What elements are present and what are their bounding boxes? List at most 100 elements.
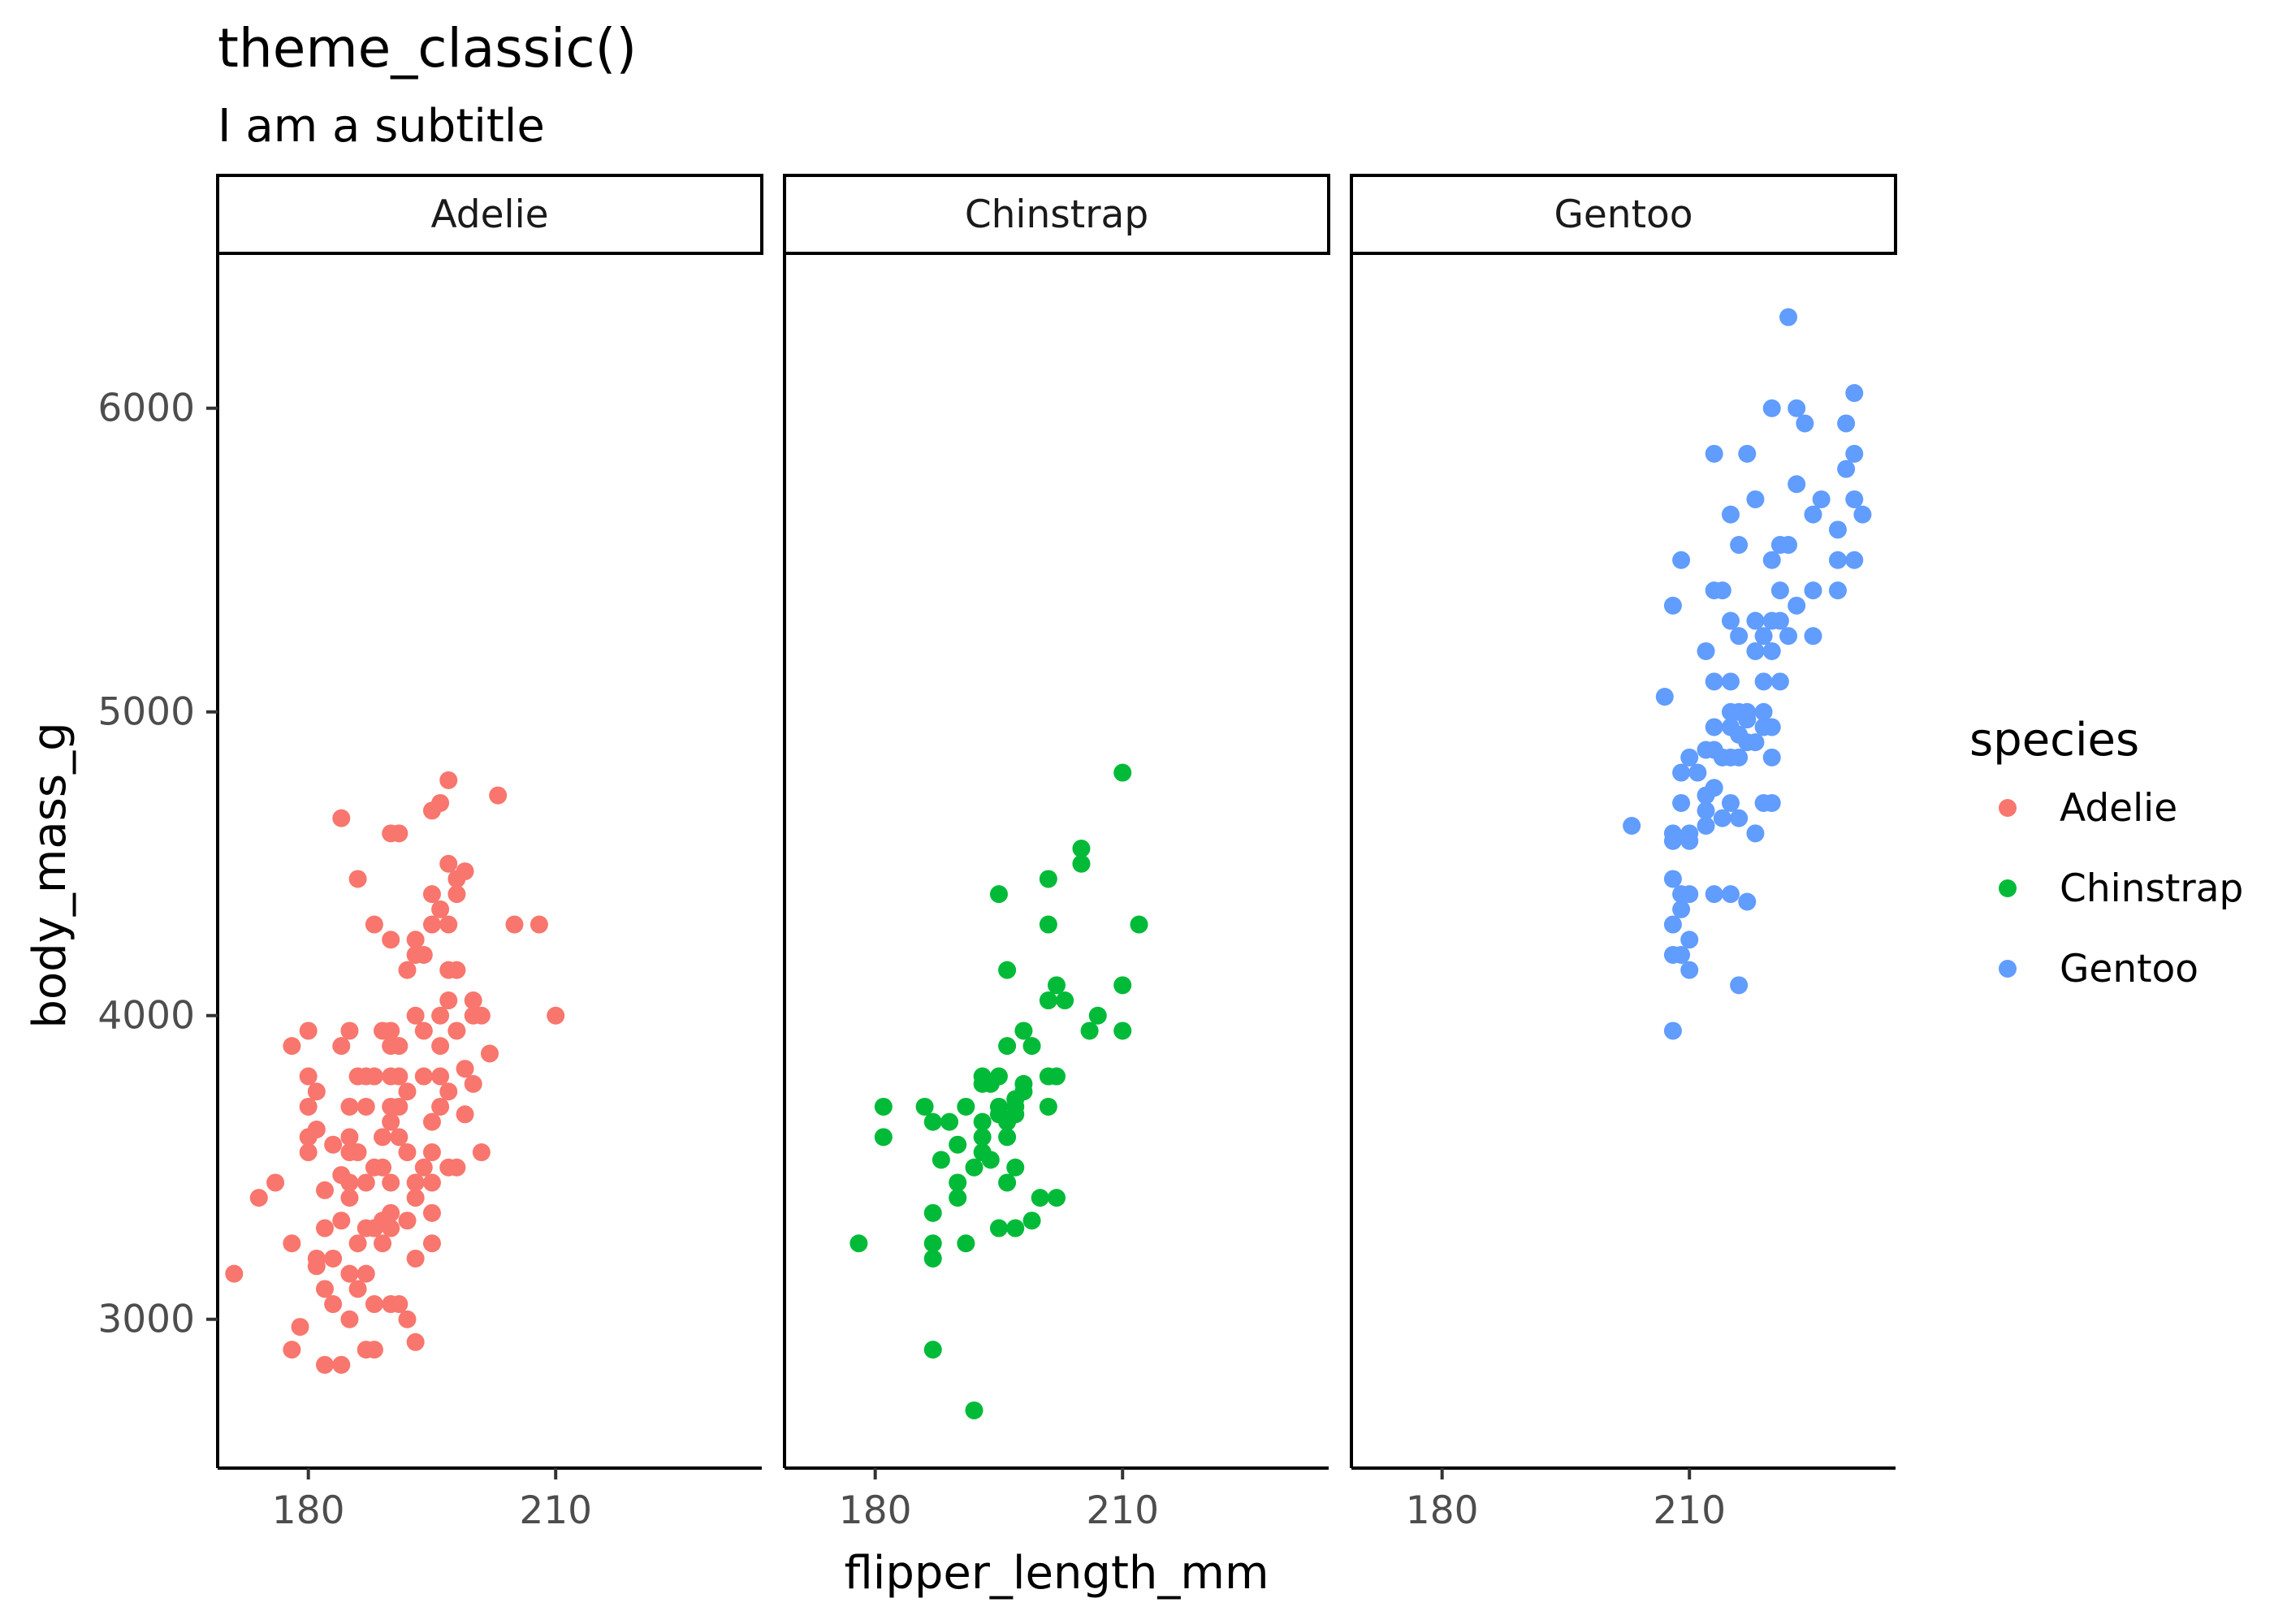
- data-point: [340, 1097, 359, 1116]
- data-point: [1663, 596, 1682, 615]
- data-point: [1705, 779, 1723, 797]
- legend-item-adelie: Adelie: [1999, 786, 2177, 831]
- data-point: [447, 885, 466, 904]
- facet-panel-adelie: Adelie 180 210 3000 4000 5000 6000: [97, 174, 763, 1533]
- facet-strip-label: Chinstrap: [965, 192, 1148, 237]
- data-point: [1754, 627, 1773, 646]
- data-point: [998, 1037, 1017, 1056]
- data-point: [989, 1219, 1008, 1237]
- data-point: [1663, 870, 1682, 888]
- data-point: [1048, 1189, 1066, 1207]
- data-point: [1770, 672, 1789, 691]
- data-point: [332, 1355, 351, 1374]
- data-point: [414, 1067, 433, 1086]
- data-point: [283, 1037, 301, 1056]
- data-point: [406, 1332, 425, 1351]
- data-point: [1663, 915, 1682, 934]
- data-point: [1770, 611, 1789, 630]
- data-point: [1804, 627, 1822, 646]
- data-point: [422, 1173, 441, 1192]
- data-point: [1828, 520, 1847, 539]
- data-point: [422, 1203, 441, 1222]
- data-point: [1713, 809, 1731, 827]
- data-point: [398, 1310, 417, 1328]
- data-point: [414, 945, 433, 964]
- data-point: [1697, 801, 1715, 820]
- data-point: [299, 1143, 318, 1162]
- data-point: [324, 1295, 343, 1314]
- data-point: [1022, 1037, 1041, 1056]
- legend-item-chinstrap: Chinstrap: [1999, 866, 2243, 911]
- data-point: [1039, 915, 1057, 934]
- data-point: [1697, 816, 1715, 835]
- data-point: [332, 809, 351, 827]
- data-point: [382, 1021, 400, 1040]
- data-point: [1056, 991, 1074, 1010]
- legend-items: Adelie Chinstrap Gentoo: [1999, 786, 2243, 991]
- data-point: [965, 1401, 984, 1419]
- data-point: [1730, 809, 1749, 827]
- data-point: [1762, 641, 1781, 660]
- facet-strip: [1350, 174, 1897, 255]
- data-point: [940, 1112, 959, 1131]
- data-point: [1688, 763, 1707, 782]
- data-point: [390, 1295, 409, 1314]
- data-point: [1754, 702, 1773, 721]
- data-point: [266, 1173, 285, 1192]
- data-point: [1746, 490, 1765, 508]
- data-point: [1022, 1212, 1041, 1230]
- x-tick-label: 180: [272, 1488, 345, 1533]
- data-point: [957, 1234, 975, 1253]
- data-point: [998, 1173, 1017, 1192]
- data-point: [340, 1021, 359, 1040]
- facet-strip: [783, 174, 1330, 255]
- data-point: [949, 1135, 967, 1154]
- data-point: [390, 1097, 409, 1116]
- data-point: [1705, 885, 1723, 904]
- data-point: [1130, 915, 1148, 934]
- facet-panels: Adelie 180 210 3000 4000 5000 6000 Chinstrap 180…: [97, 174, 1897, 1533]
- data-point: [431, 900, 450, 918]
- data-point: [1680, 885, 1699, 904]
- data-point: [348, 1234, 367, 1253]
- legend: species Adelie Chinstrap Gentoo: [1969, 714, 2243, 991]
- data-point: [1006, 1219, 1025, 1237]
- data-point: [1788, 475, 1806, 494]
- legend-key: [1999, 879, 2017, 897]
- data-point: [1680, 748, 1699, 767]
- legend-title: species: [1969, 714, 2139, 767]
- data-point: [447, 1158, 466, 1177]
- data-point: [1762, 748, 1781, 767]
- data-point: [989, 885, 1008, 904]
- x-tick-label: 180: [839, 1488, 912, 1533]
- legend-label: Gentoo: [2060, 947, 2198, 991]
- data-point: [1828, 551, 1847, 569]
- data-point: [406, 1006, 425, 1025]
- data-point: [357, 1173, 375, 1192]
- data-point: [398, 1082, 417, 1101]
- data-point: [382, 931, 400, 949]
- data-point: [481, 1044, 499, 1063]
- data-point: [1762, 399, 1781, 417]
- data-point: [1788, 596, 1806, 615]
- data-point: [299, 1067, 318, 1086]
- data-point: [1713, 581, 1731, 600]
- data-point: [1721, 611, 1740, 630]
- data-point: [923, 1341, 942, 1359]
- data-point: [1663, 831, 1682, 850]
- data-point: [1680, 824, 1699, 843]
- data-point: [1048, 976, 1066, 995]
- data-point: [382, 1173, 400, 1192]
- y-tick-label: 3000: [97, 1298, 195, 1342]
- data-point: [348, 1143, 367, 1162]
- data-point: [1804, 505, 1822, 524]
- data-point: [431, 793, 450, 812]
- data-point: [307, 1257, 326, 1276]
- data-point: [1680, 931, 1699, 949]
- data-point: [1721, 672, 1740, 691]
- data-point: [398, 1212, 417, 1230]
- data-point: [406, 1173, 425, 1192]
- data-point: [422, 915, 441, 934]
- data-point: [406, 1189, 425, 1207]
- data-point: [1779, 308, 1798, 326]
